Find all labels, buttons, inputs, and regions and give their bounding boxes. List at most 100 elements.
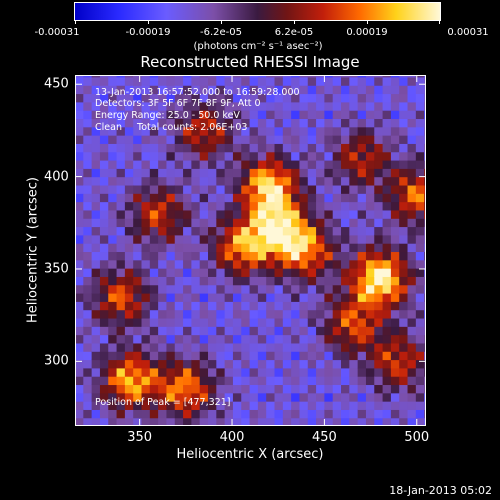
heatmap-cell — [266, 317, 276, 327]
heatmap-cell — [108, 201, 118, 211]
heatmap-cell — [75, 359, 84, 369]
heatmap-cell — [174, 292, 184, 302]
heatmap-cell — [365, 110, 375, 120]
colorbar-unit-label: (photons cm⁻² s⁻¹ asec⁻²) — [193, 41, 323, 52]
heatmap-cell — [241, 135, 251, 144]
heatmap-cell — [382, 75, 392, 78]
heatmap-cell — [274, 401, 284, 410]
heatmap-cell — [249, 218, 259, 228]
heatmap-cell — [224, 259, 234, 269]
heatmap-cell — [191, 209, 201, 219]
heatmap-cell — [341, 101, 350, 111]
heatmap-cell — [141, 218, 151, 228]
heatmap-cell — [307, 409, 317, 419]
heatmap-cell — [141, 301, 151, 311]
heatmap-cell — [249, 276, 259, 286]
heatmap-cell — [282, 317, 292, 327]
heatmap-cell — [241, 201, 251, 211]
heatmap-cell — [382, 209, 392, 219]
heatmap-cell — [116, 251, 126, 261]
heatmap-cell — [183, 334, 192, 344]
heatmap-cell — [232, 243, 242, 253]
heatmap-cell — [291, 251, 301, 261]
heatmap-cell — [341, 193, 350, 203]
heatmap-cell — [341, 176, 350, 186]
heatmap-cell — [91, 75, 101, 78]
heatmap-cell — [274, 251, 284, 261]
heatmap-cell — [141, 118, 151, 128]
heatmap-cell — [282, 409, 292, 419]
heatmap-cell — [116, 101, 126, 111]
heatmap-cell — [75, 93, 84, 103]
heatmap-cell — [332, 118, 342, 128]
heatmap-cell — [91, 309, 101, 319]
heatmap-cell — [415, 259, 425, 269]
heatmap-cell — [374, 276, 384, 286]
heatmap-cell — [390, 168, 400, 178]
heatmap-cell — [407, 75, 417, 78]
heatmap-cell — [274, 342, 284, 352]
heatmap-cell — [349, 176, 359, 186]
heatmap-cell — [133, 101, 143, 111]
heatmap-cell — [249, 135, 259, 144]
heatmap-cell — [266, 284, 276, 294]
heatmap-cell — [399, 75, 409, 78]
heatmap-cell — [266, 159, 276, 169]
heatmap-cell — [274, 317, 284, 327]
heatmap-cell — [291, 351, 301, 361]
heatmap-cell — [241, 417, 251, 426]
heatmap-cell — [316, 218, 325, 228]
heatmap-cell — [307, 417, 317, 426]
heatmap-cell — [141, 326, 151, 336]
heatmap-cell — [407, 259, 417, 269]
heatmap-cell — [357, 276, 367, 286]
heatmap-cell — [241, 218, 251, 228]
heatmap-cell — [191, 392, 201, 402]
heatmap-cell — [199, 284, 209, 294]
heatmap-cell — [274, 284, 284, 294]
heatmap-cell — [232, 76, 242, 86]
heatmap-cell — [141, 143, 151, 153]
heatmap-cell — [274, 151, 284, 161]
heatmap-cell — [108, 417, 118, 426]
heatmap-cell — [357, 401, 367, 410]
heatmap-cell — [266, 417, 276, 426]
heatmap-cell — [257, 301, 267, 311]
heatmap-cell — [365, 351, 375, 361]
heatmap-cell — [183, 367, 192, 377]
heatmap-cell — [357, 301, 367, 311]
heatmap-cell — [274, 209, 284, 219]
heatmap-cell — [307, 101, 317, 111]
heatmap-cell — [282, 259, 292, 269]
heatmap-cell — [241, 359, 251, 369]
heatmap-cell — [324, 118, 334, 128]
heatmap-cell — [374, 367, 384, 377]
heatmap-cell — [365, 367, 375, 377]
heatmap-cell — [374, 75, 384, 78]
heatmap-cell — [232, 226, 242, 236]
heatmap-cell — [307, 367, 317, 377]
heatmap-cell — [357, 159, 367, 169]
heatmap-cell — [390, 417, 400, 426]
heatmap-cell — [208, 409, 217, 419]
heatmap-cell — [141, 110, 151, 120]
heatmap-cell — [390, 75, 400, 78]
heatmap-cell — [365, 93, 375, 103]
heatmap-cell — [166, 334, 176, 344]
heatmap-cell — [324, 234, 334, 244]
heatmap-cell — [174, 110, 184, 120]
heatmap-cell — [274, 201, 284, 211]
heatmap-cell — [191, 259, 201, 269]
heatmap-cell — [365, 268, 375, 277]
heatmap-cell — [415, 101, 425, 111]
heatmap-cell — [124, 292, 134, 302]
heatmap-cell — [216, 326, 226, 336]
heatmap-cell — [349, 184, 359, 194]
heatmap-cell — [174, 359, 184, 369]
heatmap-cell — [365, 201, 375, 211]
heatmap-cell — [149, 392, 159, 402]
heatmap-cell — [232, 151, 242, 161]
heatmap-cell — [407, 218, 417, 228]
x-tick-label: 450 — [311, 430, 337, 445]
heatmap-cell — [249, 367, 259, 377]
